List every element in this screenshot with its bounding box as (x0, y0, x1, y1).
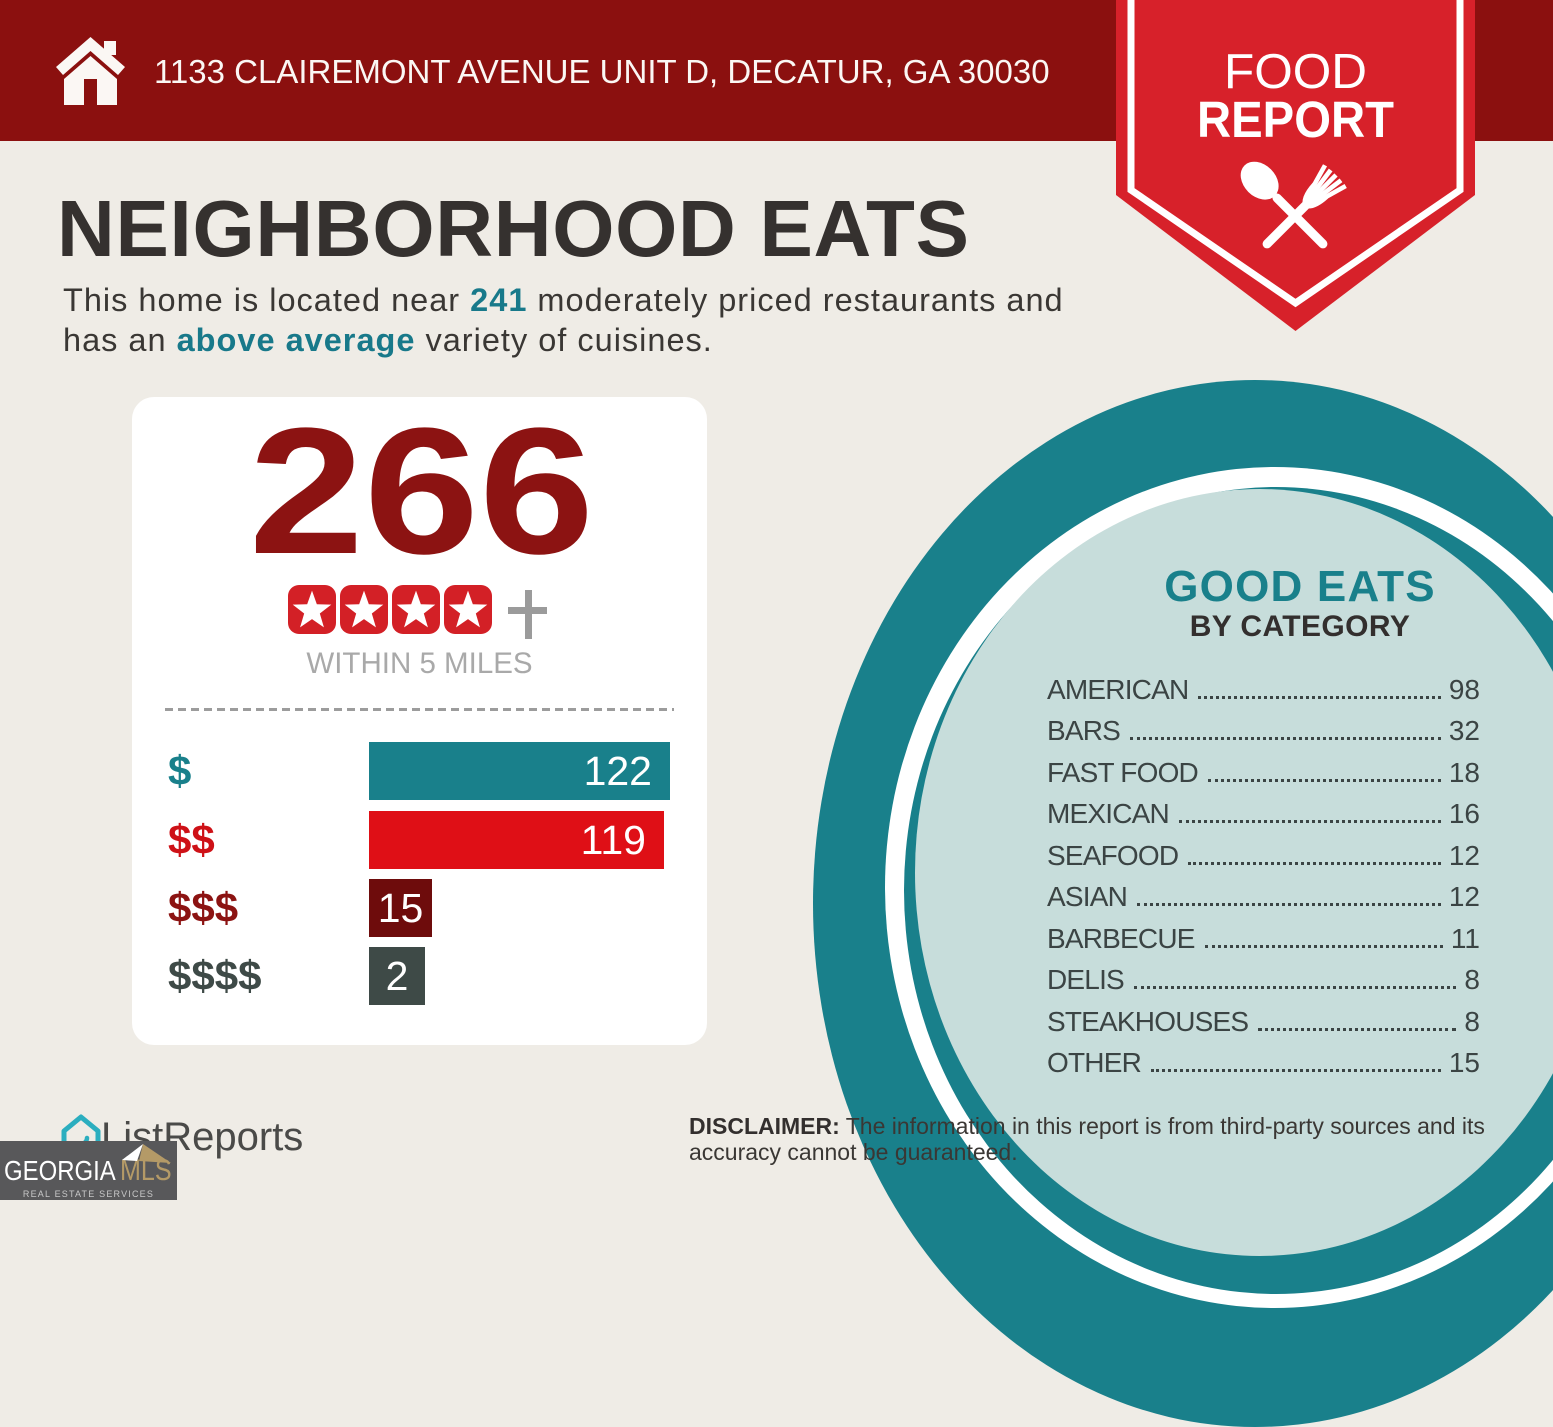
svg-text:REPORT: REPORT (1197, 91, 1394, 148)
svg-text:FOOD: FOOD (1224, 45, 1367, 99)
